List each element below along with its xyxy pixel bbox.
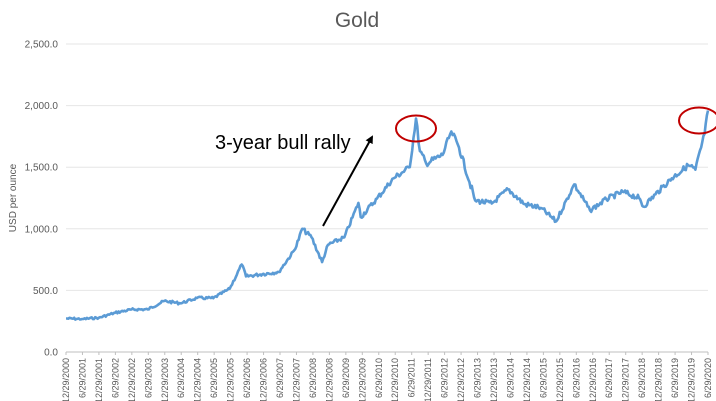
annotation-text: 3-year bull rally (215, 132, 351, 154)
x-tick-label: 12/29/2013 (489, 358, 499, 401)
x-tick-label: 6/29/2009 (341, 358, 351, 398)
x-tick-label: 12/29/2005 (226, 358, 236, 401)
x-tick-label: 6/29/2006 (242, 358, 252, 398)
x-axis-ticks: 12/29/2000 6/29/2001 12/29/2001 6/29/2002 12… (61, 352, 713, 401)
x-tick-label: 6/29/2016 (571, 358, 581, 398)
x-tick-label: 6/29/2004 (176, 358, 186, 398)
y-axis-label: USD per ounce (8, 163, 19, 232)
y-axis-ticks: 0.0 500.0 1,000.0 1,500.0 2,000.0 2,500.0 (25, 40, 59, 359)
x-tick-label: 12/29/2003 (160, 358, 170, 401)
x-tick-label: 12/29/2010 (390, 358, 400, 401)
peak-highlight-circle (678, 106, 716, 135)
x-tick-label: 6/29/2005 (209, 358, 219, 398)
x-tick-label: 12/29/2015 (555, 358, 565, 401)
x-tick-label: 6/29/2020 (703, 358, 713, 398)
x-tick-label: 12/29/2004 (193, 358, 203, 401)
x-tick-label: 12/29/2000 (61, 358, 71, 401)
x-tick-label: 6/29/2019 (670, 358, 680, 398)
y-tick-label: 2,500.0 (25, 40, 59, 51)
x-tick-label: 6/29/2003 (143, 358, 153, 398)
x-tick-label: 6/29/2007 (275, 358, 285, 398)
x-tick-label: 6/29/2018 (637, 358, 647, 398)
x-tick-label: 6/29/2011 (407, 358, 417, 397)
x-tick-label: 6/29/2001 (77, 358, 87, 398)
y-tick-label: 0.0 (44, 348, 58, 359)
gridlines (66, 43, 708, 353)
x-tick-label: 12/29/2006 (259, 358, 269, 401)
x-tick-label: 12/29/2019 (687, 358, 697, 401)
x-tick-label: 12/29/2007 (291, 358, 301, 401)
x-tick-label: 6/29/2015 (538, 358, 548, 398)
x-tick-label: 12/29/2011 (423, 358, 433, 401)
chart-title: Gold (335, 9, 379, 32)
x-tick-label: 12/29/2001 (94, 358, 104, 401)
x-tick-label: 12/29/2017 (621, 358, 631, 401)
series-line (65, 110, 710, 321)
y-tick-label: 1,500.0 (25, 163, 59, 174)
highlight-layer (395, 106, 716, 143)
x-tick-label: 12/29/2014 (522, 358, 532, 401)
x-tick-label: 6/29/2010 (374, 358, 384, 398)
y-tick-label: 2,000.0 (25, 101, 59, 112)
x-tick-label: 12/29/2016 (588, 358, 598, 401)
x-tick-label: 6/29/2002 (110, 358, 120, 398)
x-tick-label: 12/29/2018 (654, 358, 664, 401)
x-tick-label: 12/29/2008 (324, 358, 334, 401)
x-tick-label: 12/29/2012 (456, 358, 466, 401)
x-tick-label: 6/29/2008 (308, 358, 318, 398)
x-tick-label: 6/29/2017 (604, 358, 614, 398)
x-tick-label: 6/29/2014 (505, 358, 515, 398)
x-tick-label: 12/29/2009 (357, 358, 367, 401)
y-tick-label: 500.0 (33, 286, 58, 297)
peak-highlight-circle (395, 114, 437, 143)
x-tick-label: 12/29/2002 (127, 358, 137, 401)
x-tick-label: 6/29/2013 (473, 358, 483, 398)
series-layer (65, 110, 710, 321)
annotation-layer: 3-year bull rally (215, 132, 373, 227)
x-tick-label: 6/29/2012 (440, 358, 450, 398)
y-tick-label: 1,000.0 (25, 224, 59, 235)
annotation-arrow (322, 135, 373, 227)
